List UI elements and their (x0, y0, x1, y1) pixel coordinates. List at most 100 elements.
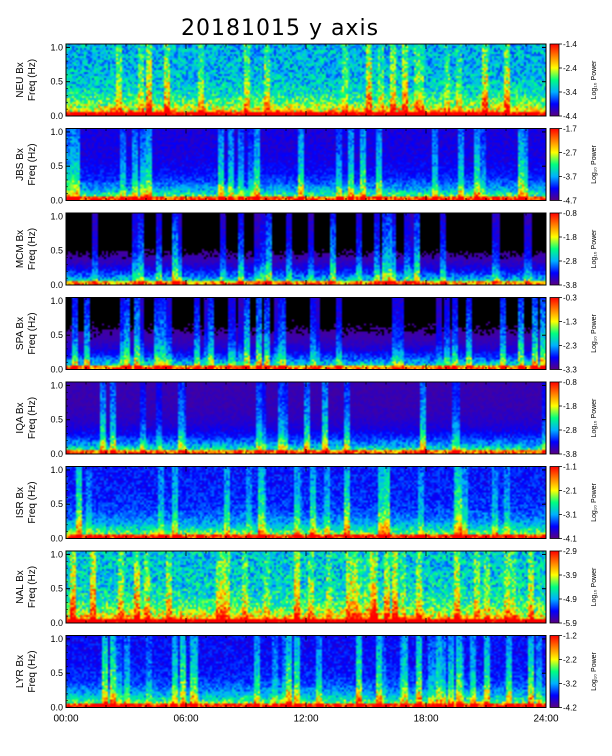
x-tick-label: 12:00 (293, 714, 318, 725)
y-tick-label: 0.0 (50, 534, 63, 544)
x-tick-label: 00:00 (53, 714, 78, 725)
y-axis-label-station: LYR Bx (15, 655, 26, 688)
y-tick-label: 0.0 (50, 449, 63, 459)
y-axis-label-station: JBS Bx (15, 148, 26, 181)
colorbar (549, 43, 560, 117)
colorbar-label: Log₁₀ Power (591, 651, 598, 690)
colorbar-tick-label: -4.2 (563, 704, 577, 713)
colorbar-tick-label: -4.1 (563, 535, 577, 544)
y-axis-label-freq: Freq (Hz) (27, 566, 38, 608)
colorbar-tick-label: -2.8 (563, 257, 577, 266)
colorbar-tick-label: -1.8 (563, 233, 577, 242)
y-tick-label: 0.5 (50, 415, 63, 425)
colorbar (549, 297, 560, 370)
colorbar-tick-label: -0.3 (563, 294, 577, 303)
colorbar-tick-label: -0.8 (563, 378, 577, 387)
x-tick-label: 18:00 (413, 714, 438, 725)
spectrogram-image (66, 551, 546, 623)
y-axis-label-freq: Freq (Hz) (27, 481, 38, 523)
panel-isr: 1.0 0.5 0.0 ISR Bx Freq (Hz) -1.1 -2.1 -3.1 -4.1… (15, 463, 598, 544)
colorbar-label: Log₁₀ Power (591, 567, 598, 606)
panel-neu: 1.0 0.5 0.0 NEU Bx Freq (Hz) -1.4 -2.4 -3.4 -4.4… (15, 40, 598, 121)
colorbar-tick-label: -2.2 (563, 656, 577, 665)
y-tick-label: 1.0 (50, 211, 63, 221)
colorbar-tick-label: -3.8 (563, 450, 577, 459)
panel-spa: 1.0 0.5 0.0 SPA Bx Freq (Hz) -0.3 -1.3 -2.3 -3.3… (15, 294, 598, 375)
colorbar-tick-label: -3.4 (563, 88, 577, 97)
y-axis-label-freq: Freq (Hz) (27, 143, 38, 185)
colorbar-tick-label: -5.9 (563, 619, 577, 628)
x-tick-label: 06:00 (173, 714, 198, 725)
panel-mcm: 1.0 0.5 0.0 MCM Bx Freq (Hz) -0.8 -1.8 -2.8 -3.8… (15, 209, 598, 290)
colorbar-label: Log₁₀ Power (591, 229, 598, 268)
colorbar (549, 466, 560, 539)
y-axis-label-freq: Freq (Hz) (27, 312, 38, 354)
colorbar-tick-label: -1.7 (563, 125, 577, 134)
y-axis-label-freq: Freq (Hz) (27, 650, 38, 692)
colorbar-tick-label: -3.9 (563, 571, 577, 580)
colorbar-label: Log₁₀ Power (591, 313, 598, 352)
colorbar-tick-label: -3.7 (563, 173, 577, 182)
colorbar-tick-label: -3.1 (563, 511, 577, 520)
x-tick-label: 24:00 (533, 714, 558, 725)
colorbar-tick-label: -2.9 (563, 547, 577, 556)
y-tick-label: 0.0 (50, 618, 63, 628)
y-tick-label: 0.0 (50, 703, 63, 713)
colorbar-tick-label: -2.7 (563, 149, 577, 158)
y-axis-label-station: ISR Bx (15, 487, 26, 518)
y-tick-label: 1.0 (50, 127, 63, 137)
y-tick-label: 1.0 (50, 380, 63, 390)
y-tick-label: 0.5 (50, 161, 63, 171)
colorbar-label: Log₁₀ Power (591, 482, 598, 521)
y-axis-label-station: SPA Bx (15, 317, 26, 350)
y-tick-label: 0.0 (50, 280, 63, 290)
y-axis-label-freq: Freq (Hz) (27, 397, 38, 439)
y-tick-label: 1.0 (50, 296, 63, 306)
spectrogram-image (66, 635, 546, 708)
spectrogram-image (66, 128, 546, 201)
spectrogram-image (66, 466, 546, 539)
y-tick-label: 1.0 (50, 465, 63, 475)
colorbar-tick-label: -1.4 (563, 40, 577, 49)
colorbar (549, 635, 560, 708)
y-axis-label-station: IQA Bx (15, 402, 26, 433)
colorbar-label: Log₁₀ Power (591, 144, 598, 183)
colorbar (549, 128, 560, 201)
y-axis-label-station: NAL Bx (15, 570, 26, 604)
y-tick-label: 0.0 (50, 365, 63, 375)
colorbar (549, 212, 560, 286)
y-tick-label: 1.0 (50, 549, 63, 559)
y-axis-label-station: NEU Bx (15, 62, 26, 98)
colorbar-tick-label: -1.2 (563, 632, 577, 641)
spectrogram-image (66, 213, 546, 285)
spectrogram-image (66, 382, 546, 454)
y-tick-label: 0.0 (50, 111, 63, 121)
y-tick-label: 0.5 (50, 668, 63, 678)
panel-jbs: 1.0 0.5 0.0 JBS Bx Freq (Hz) -1.7 -2.7 -3.7 -4.7… (15, 125, 598, 206)
colorbar-tick-label: -0.8 (563, 209, 577, 218)
panel-nal: 1.0 0.5 0.0 NAL Bx Freq (Hz) -2.9 -3.9 -4.9 -5.9… (15, 547, 598, 628)
colorbar-tick-label: -2.4 (563, 64, 577, 73)
panel-lyr: 1.0 0.5 0.0 LYR Bx Freq (Hz) -1.2 -2.2 -3.2 -4.2… (15, 632, 598, 713)
colorbar-tick-label: -4.4 (563, 112, 577, 121)
colorbar-tick-label: -2.1 (563, 487, 577, 496)
spectrogram-image (66, 44, 546, 116)
y-axis-label-freq: Freq (Hz) (27, 59, 38, 101)
y-tick-label: 0.0 (50, 196, 63, 206)
panel-iqa: 1.0 0.5 0.0 IQA Bx Freq (Hz) -0.8 -1.8 -2.8 -3.8… (15, 378, 598, 459)
spectrogram-image (66, 297, 546, 370)
colorbar-tick-label: -2.8 (563, 426, 577, 435)
colorbar-tick-label: -1.1 (563, 463, 577, 472)
figure-title: 20181015 y axis (180, 16, 380, 41)
colorbar-tick-label: -3.2 (563, 680, 577, 689)
colorbar (549, 550, 560, 624)
colorbar-label: Log₁₀ Power (591, 398, 598, 437)
y-tick-label: 0.5 (50, 584, 63, 594)
colorbar-label: Log₁₀ Power (591, 60, 598, 99)
y-tick-label: 0.5 (50, 499, 63, 509)
colorbar-tick-label: -2.3 (563, 342, 577, 351)
colorbar-tick-label: -1.3 (563, 318, 577, 327)
colorbar-tick-label: -4.7 (563, 197, 577, 206)
colorbar-tick-label: -1.8 (563, 402, 577, 411)
